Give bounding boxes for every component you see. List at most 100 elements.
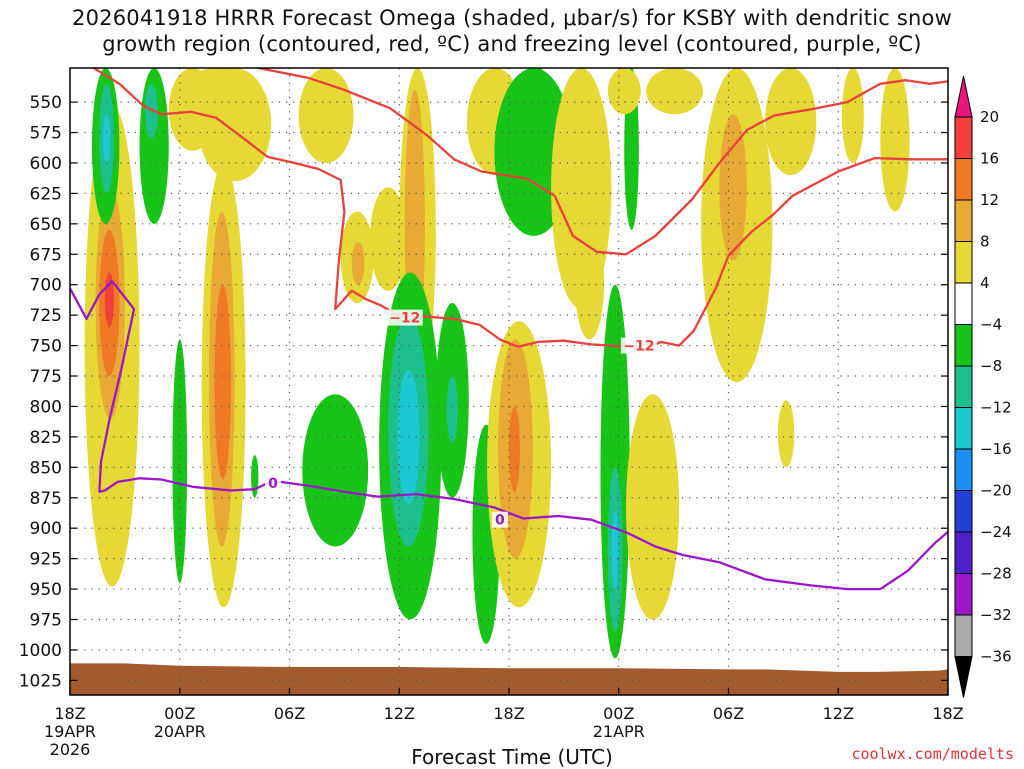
- omega-region: [765, 68, 817, 176]
- omega-region: [298, 68, 354, 163]
- y-tick-label: 850: [30, 458, 62, 478]
- colorbar-band: [954, 573, 973, 616]
- x-tick-label: 00Z: [164, 704, 195, 723]
- y-tick-label: 975: [30, 611, 62, 631]
- colorbar-band: [954, 448, 973, 491]
- omega-region: [351, 242, 365, 285]
- credit-link[interactable]: coolwx.com/modelts: [851, 745, 1014, 763]
- y-tick-label: 675: [30, 245, 62, 265]
- y-tick-label: 1000: [19, 641, 62, 661]
- colorbar-band: [954, 614, 973, 657]
- colorbar: 20 16 12 8 4 −4 −8 −12 −16 −20 −24 −28 −32 −36: [954, 75, 1012, 698]
- x-axis-title: Forecast Time (UTC): [411, 745, 613, 769]
- colorbar-label: 4: [980, 274, 990, 292]
- omega-region: [777, 400, 795, 468]
- dgz-contour: [258, 68, 948, 256]
- x-tick-label: 20APR: [154, 722, 206, 741]
- colorbar-band: [954, 241, 973, 284]
- colorbar-label: 8: [980, 233, 990, 251]
- y-tick-label: 575: [30, 124, 62, 144]
- omega-region: [172, 339, 188, 583]
- omega-region: [611, 509, 619, 590]
- y-tick-label: 550: [30, 93, 62, 113]
- colorbar-cap-bottom: [954, 656, 973, 698]
- omega-region: [302, 394, 369, 547]
- y-tick-label: 950: [30, 580, 62, 600]
- omega-region: [880, 68, 910, 212]
- contour-label-bg: [265, 475, 282, 492]
- colorbar-label: −4: [980, 316, 1002, 334]
- colorbar-cap-top: [954, 75, 973, 118]
- contour-labels: −12 −12 0 0: [265, 309, 657, 529]
- x-tick-label: 18Z: [493, 704, 524, 723]
- x-tick-label: 12Z: [384, 704, 415, 723]
- contour-label: 0: [495, 513, 505, 529]
- y-tick-label: 725: [30, 306, 62, 326]
- colorbar-band: [954, 324, 973, 367]
- x-tick-label: 21APR: [593, 722, 645, 741]
- y-tick-label: 650: [30, 215, 62, 235]
- omega-region: [177, 68, 263, 115]
- y-axis: 550 575 600 625 650 675 700 725 750 775 800 825 850 8…: [19, 93, 948, 691]
- x-tick-label: 00Z: [603, 704, 634, 723]
- x-tick-label: 18Z: [932, 704, 963, 723]
- dgz-contour: [93, 68, 948, 352]
- terrain-fill: [70, 663, 948, 695]
- colorbar-band: [954, 282, 973, 325]
- y-tick-label: 925: [30, 550, 62, 570]
- freezing-level-contour: [70, 279, 948, 591]
- omega-region: [607, 68, 641, 115]
- colorbar-band: [954, 490, 973, 533]
- colorbar-label: −32: [980, 606, 1012, 624]
- omega-region: [251, 455, 259, 498]
- colorbar-label: −36: [980, 648, 1012, 666]
- contour-lines: [70, 68, 948, 591]
- colorbar-band: [954, 158, 973, 201]
- colorbar-band: [954, 116, 973, 159]
- y-tick-label: 900: [30, 519, 62, 539]
- colorbar-label: −8: [980, 357, 1002, 375]
- omega-region: [626, 394, 680, 620]
- colorbar-label: −16: [980, 440, 1012, 458]
- x-tick-label: 18Z: [54, 704, 85, 723]
- x-tick-label: 06Z: [713, 704, 744, 723]
- colorbar-label: −12: [980, 399, 1012, 417]
- terrain-layer: [70, 663, 948, 695]
- contour-label: −12: [389, 311, 420, 327]
- contour-label-bg: [491, 511, 508, 528]
- y-tick-label: 700: [30, 276, 62, 296]
- colorbar-band: [954, 365, 973, 408]
- colorbar-label: −28: [980, 565, 1012, 583]
- contour-label: −12: [623, 339, 654, 355]
- y-tick-label: 775: [30, 367, 62, 387]
- omega-region: [446, 376, 458, 443]
- y-tick-label: 750: [30, 337, 62, 357]
- contour-label: 0: [268, 476, 278, 492]
- x-tick-label: 06Z: [274, 704, 305, 723]
- colorbar-label: −20: [980, 482, 1012, 500]
- chart-title-line-2: growth region (contoured, red, ºC) and f…: [102, 32, 922, 56]
- colorbar-band: [954, 199, 973, 242]
- contour-label-bg: [386, 309, 423, 326]
- omega-region: [214, 284, 231, 480]
- chart-title-line-1: 2026041918 HRRR Forecast Omega (shaded, …: [72, 6, 952, 30]
- x-tick-label: 12Z: [823, 704, 854, 723]
- y-tick-label: 875: [30, 489, 62, 509]
- colorbar-label: −24: [980, 523, 1012, 541]
- omega-region: [102, 114, 111, 163]
- omega-region: [397, 369, 420, 504]
- contour-label-bg: [620, 337, 657, 354]
- colorbar-label: 16: [980, 150, 999, 168]
- omega-region: [144, 83, 158, 139]
- y-tick-label: 600: [30, 154, 62, 174]
- y-tick-label: 825: [30, 428, 62, 448]
- x-tick-label: 2026: [50, 740, 91, 759]
- omega-region: [841, 68, 864, 163]
- y-tick-label: 800: [30, 397, 62, 417]
- colorbar-band: [954, 531, 973, 574]
- y-tick-label: 625: [30, 184, 62, 204]
- omega-region: [646, 68, 703, 115]
- x-tick-label: 19APR: [44, 722, 96, 741]
